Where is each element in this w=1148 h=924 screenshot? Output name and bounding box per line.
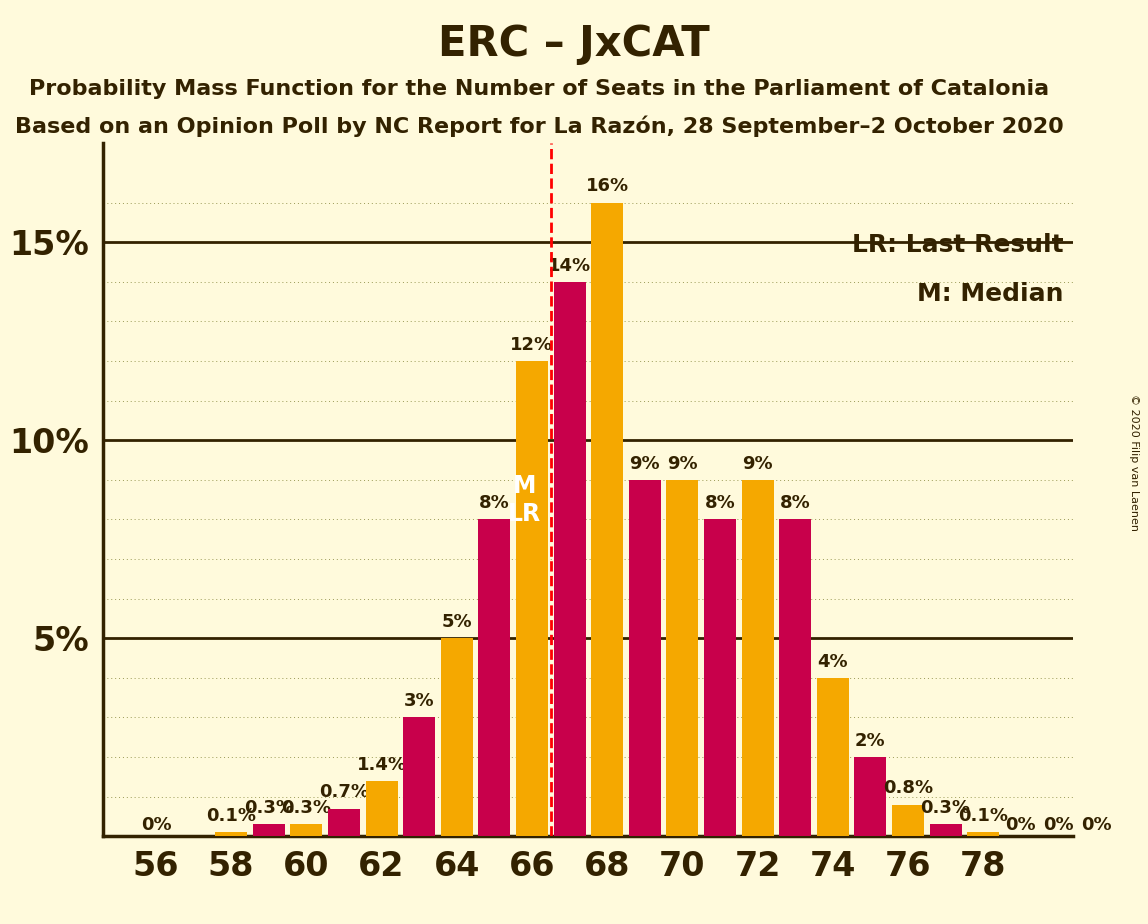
Text: 0%: 0% bbox=[1044, 816, 1073, 834]
Text: 5%: 5% bbox=[442, 614, 472, 631]
Text: 0.7%: 0.7% bbox=[319, 784, 369, 801]
Text: 9%: 9% bbox=[629, 455, 660, 473]
Bar bbox=[742, 480, 774, 836]
Text: 8%: 8% bbox=[779, 494, 810, 512]
Bar bbox=[816, 678, 848, 836]
Text: 8%: 8% bbox=[705, 494, 736, 512]
Text: Based on an Opinion Poll by NC Report for La Razón, 28 September–2 October 2020: Based on an Opinion Poll by NC Report fo… bbox=[15, 116, 1064, 137]
Bar bbox=[365, 781, 397, 836]
Text: 1.4%: 1.4% bbox=[357, 756, 406, 773]
Bar bbox=[328, 808, 360, 836]
Bar bbox=[215, 833, 247, 836]
Text: 3%: 3% bbox=[404, 692, 434, 711]
Text: 4%: 4% bbox=[817, 652, 848, 671]
Bar bbox=[704, 519, 736, 836]
Bar bbox=[854, 757, 886, 836]
Bar bbox=[892, 805, 924, 836]
Text: 0.3%: 0.3% bbox=[921, 799, 970, 817]
Text: 16%: 16% bbox=[585, 177, 629, 196]
Text: 0.1%: 0.1% bbox=[959, 808, 1008, 825]
Bar bbox=[253, 824, 285, 836]
Text: Probability Mass Function for the Number of Seats in the Parliament of Catalonia: Probability Mass Function for the Number… bbox=[30, 79, 1049, 99]
Text: LR: Last Result: LR: Last Result bbox=[852, 234, 1064, 257]
Text: 8%: 8% bbox=[479, 494, 510, 512]
Bar bbox=[441, 638, 473, 836]
Text: 0.3%: 0.3% bbox=[243, 799, 294, 817]
Text: © 2020 Filip van Laenen: © 2020 Filip van Laenen bbox=[1130, 394, 1139, 530]
Text: M: Median: M: Median bbox=[917, 282, 1064, 306]
Bar bbox=[666, 480, 698, 836]
Bar bbox=[930, 824, 962, 836]
Bar bbox=[403, 717, 435, 836]
Bar bbox=[515, 361, 548, 836]
Text: 9%: 9% bbox=[667, 455, 698, 473]
Bar bbox=[479, 519, 511, 836]
Text: 0%: 0% bbox=[1006, 816, 1035, 834]
Text: 12%: 12% bbox=[511, 336, 553, 354]
Bar bbox=[967, 833, 999, 836]
Text: 0.1%: 0.1% bbox=[207, 808, 256, 825]
Text: 9%: 9% bbox=[743, 455, 773, 473]
Text: 0%: 0% bbox=[1080, 816, 1111, 834]
Bar bbox=[553, 282, 585, 836]
Text: M
LR: M LR bbox=[507, 474, 541, 526]
Bar bbox=[290, 824, 323, 836]
Bar bbox=[591, 202, 623, 836]
Text: 14%: 14% bbox=[548, 257, 591, 274]
Bar bbox=[779, 519, 812, 836]
Text: 2%: 2% bbox=[855, 732, 885, 750]
Text: 0.3%: 0.3% bbox=[281, 799, 332, 817]
Bar bbox=[629, 480, 661, 836]
Text: ERC – JxCAT: ERC – JxCAT bbox=[439, 23, 709, 65]
Text: 0.8%: 0.8% bbox=[883, 780, 933, 797]
Text: 0%: 0% bbox=[141, 816, 171, 834]
